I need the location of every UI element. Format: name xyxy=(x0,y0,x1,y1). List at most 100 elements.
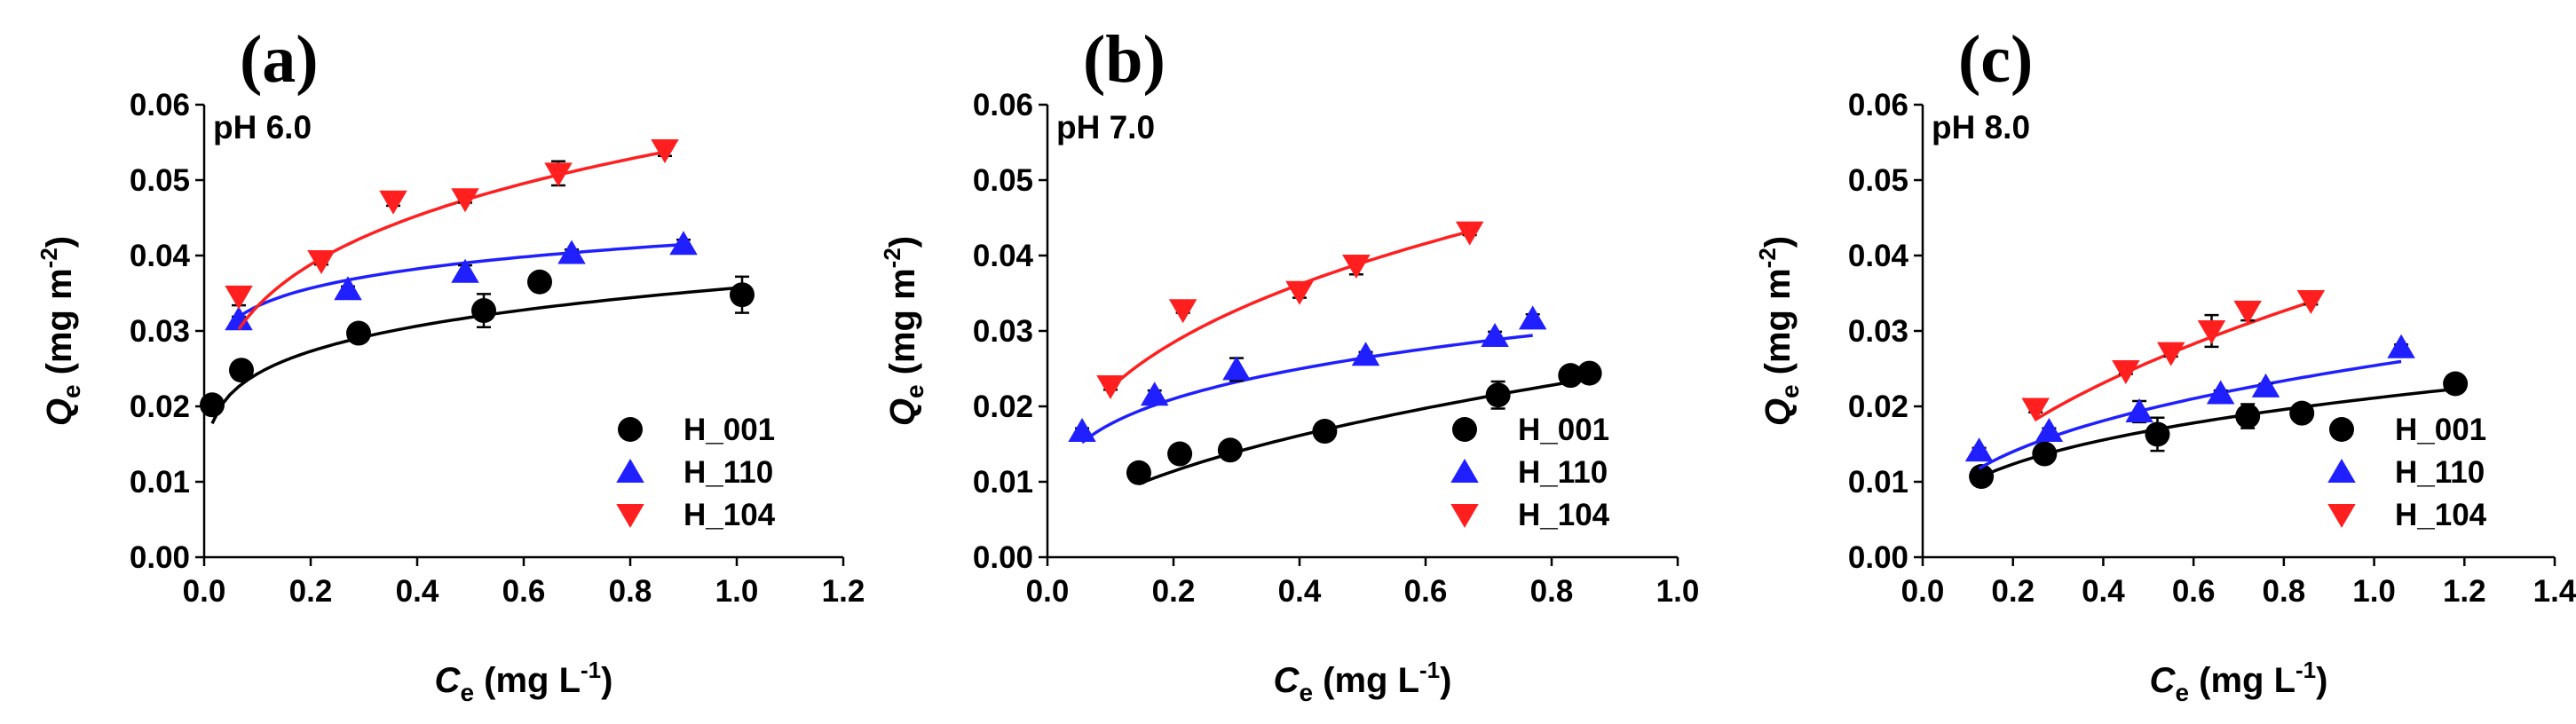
x-axis-title-unit: (mg L xyxy=(474,661,581,700)
x-axis-title-unit: (mg L xyxy=(1313,661,1419,700)
legend-label: H_110 xyxy=(2395,455,2485,490)
x-tick-label: 0.0 xyxy=(183,574,226,609)
data-point xyxy=(2206,380,2235,405)
data-point xyxy=(730,282,755,308)
y-tick-label: 0.01 xyxy=(130,465,190,500)
data-point xyxy=(1576,360,1602,386)
data-point xyxy=(2443,371,2469,397)
data-point xyxy=(544,162,573,187)
legend: H_001 H_110 H_104 xyxy=(1450,413,1610,532)
data-point xyxy=(229,358,254,383)
x-tick-label: 0.4 xyxy=(396,574,439,609)
x-axis-title-main: C xyxy=(435,661,462,700)
data-point xyxy=(2032,441,2058,467)
data-point xyxy=(2197,320,2226,344)
x-axis-title-sup: -1 xyxy=(2295,657,2316,683)
x-tick-label: 0.6 xyxy=(1404,574,1448,609)
legend-marker xyxy=(1450,504,1479,528)
data-point xyxy=(471,298,496,324)
y-axis-title-main: Q xyxy=(40,398,79,426)
legend-label: H_104 xyxy=(2395,498,2487,532)
data-point xyxy=(2145,421,2170,447)
x-axis-title: Ce (mg L-1) xyxy=(435,657,613,706)
x-axis-title: Ce (mg L-1) xyxy=(1274,657,1452,706)
data-point xyxy=(1351,342,1380,366)
data-point xyxy=(669,231,698,256)
legend-label: H_110 xyxy=(1518,455,1608,490)
x-axis-title-sup: -1 xyxy=(1419,657,1440,683)
x-tick-label: 1.4 xyxy=(2533,574,2576,609)
data-point xyxy=(200,392,225,418)
data-point xyxy=(2156,342,2185,366)
y-tick-label: 0.06 xyxy=(1848,88,1908,122)
x-tick-label: 0.8 xyxy=(1530,574,1574,609)
data-point xyxy=(1342,255,1371,279)
y-axis-title: Qe (mg m-2) xyxy=(879,236,928,426)
data-point xyxy=(2125,397,2153,422)
x-axis-title-sup: -1 xyxy=(581,657,601,683)
data-point xyxy=(1222,356,1251,381)
data-point xyxy=(1126,460,1151,485)
panel-0: 0.00 0.01 0.02 0.03 0.04 0.05 0.06 0.0 0.2 0.4 0.6… xyxy=(36,22,865,706)
legend-marker xyxy=(616,459,644,483)
legend-label: H_104 xyxy=(684,498,776,532)
x-tick-label: 0.0 xyxy=(1901,574,1945,609)
ph-annotation: pH 7.0 xyxy=(1056,109,1155,146)
y-axis-title-main: Q xyxy=(883,398,922,426)
x-axis-title-main: C xyxy=(2150,661,2177,700)
y-axis-title-sup: -2 xyxy=(1754,248,1781,268)
data-point xyxy=(1167,441,1193,467)
legend-label: H_001 xyxy=(684,413,775,447)
panel-label: (c) xyxy=(1958,22,2033,97)
series-H_104 xyxy=(225,139,679,331)
data-point xyxy=(2251,373,2280,397)
y-axis-title-close: ) xyxy=(40,236,79,248)
y-tick-label: 0.02 xyxy=(973,390,1033,424)
y-tick-label: 0.01 xyxy=(973,465,1033,500)
data-point xyxy=(225,285,253,310)
x-tick-label: 0.2 xyxy=(289,574,333,609)
data-point xyxy=(1481,322,1509,347)
y-axis-title-close: ) xyxy=(883,236,922,248)
data-point xyxy=(2387,334,2415,358)
y-axis-title-close: ) xyxy=(1758,236,1798,248)
legend-marker xyxy=(616,504,644,528)
x-tick-label: 0.8 xyxy=(2263,574,2306,609)
data-point xyxy=(1485,382,1511,408)
legend-marker xyxy=(618,417,643,442)
data-point xyxy=(334,276,362,301)
y-tick-label: 0.05 xyxy=(973,163,1033,198)
y-tick-label: 0.02 xyxy=(130,390,190,424)
legend-marker xyxy=(1450,459,1479,483)
y-axis-title-unit: (mg m xyxy=(1758,268,1798,384)
legend-marker xyxy=(2327,459,2356,483)
legend-label: H_001 xyxy=(1518,413,1609,447)
legend-label: H_110 xyxy=(684,455,773,490)
data-point xyxy=(379,190,407,215)
legend-marker xyxy=(2327,504,2356,528)
x-tick-label: 1.0 xyxy=(2352,574,2396,609)
y-tick-label: 0.06 xyxy=(130,88,190,122)
ph-annotation: pH 8.0 xyxy=(1932,109,2030,146)
series-H_104 xyxy=(2021,290,2326,422)
x-tick-label: 0.4 xyxy=(2082,574,2125,609)
y-axis-title-main: Q xyxy=(1758,398,1798,426)
data-point xyxy=(2289,400,2315,426)
x-axis-title-sub: e xyxy=(1299,679,1313,706)
data-point xyxy=(1455,221,1484,246)
ph-annotation: pH 6.0 xyxy=(213,109,312,146)
data-point xyxy=(1312,419,1338,445)
y-axis-title-sub: e xyxy=(1776,384,1804,398)
data-point xyxy=(1217,437,1243,463)
y-axis-title: Qe (mg m-2) xyxy=(1754,236,1804,426)
data-point xyxy=(225,306,253,331)
y-tick-label: 0.04 xyxy=(973,239,1034,273)
x-axis-title-close: ) xyxy=(2316,661,2327,700)
data-point xyxy=(307,249,336,274)
legend-label: H_104 xyxy=(1518,498,1610,532)
y-tick-label: 0.00 xyxy=(973,540,1033,575)
data-point xyxy=(1518,305,1547,330)
legend-label: H_001 xyxy=(2395,413,2486,447)
x-tick-label: 0.6 xyxy=(2172,574,2216,609)
fit-curve xyxy=(1980,387,2456,478)
